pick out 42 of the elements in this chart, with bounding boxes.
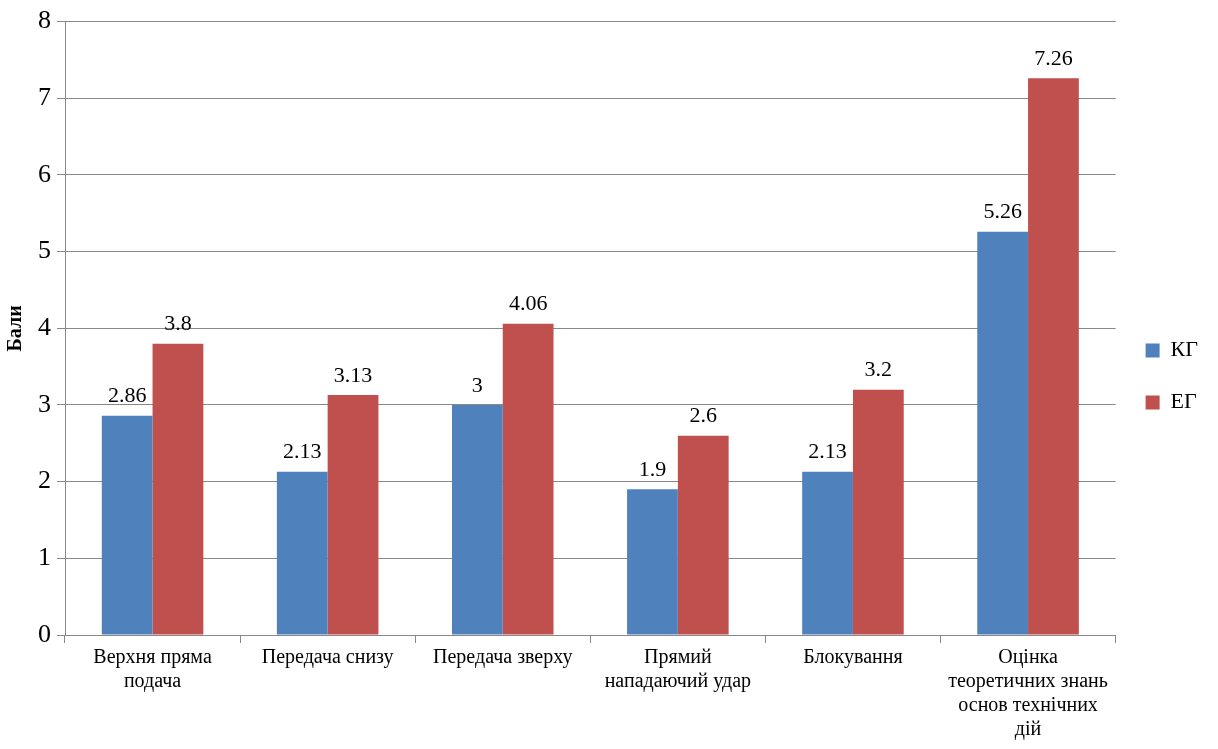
- y-tick-label: 1: [38, 542, 51, 572]
- data-label: 2.13: [808, 438, 847, 464]
- y-tick-label: 6: [38, 158, 51, 188]
- y-tick-label: 0: [38, 618, 51, 648]
- data-label: 2.6: [689, 402, 717, 428]
- bar: [451, 404, 503, 635]
- data-label: 1.9: [638, 456, 667, 482]
- x-tick-label: Прямий нападаючий удар: [604, 645, 752, 693]
- data-label: 5.26: [983, 198, 1022, 224]
- data-label: 3.13: [333, 361, 373, 387]
- y-tick-label: 5: [38, 235, 51, 265]
- data-label: 7.26: [1034, 45, 1073, 71]
- data-label: 2.86: [107, 382, 147, 408]
- data-label: 4.06: [508, 290, 548, 316]
- bar: [101, 415, 153, 635]
- bar: [327, 395, 379, 635]
- data-label: 3.2: [864, 356, 893, 382]
- y-axis-title: Бали: [3, 305, 26, 352]
- y-tick-label: 3: [38, 388, 51, 418]
- data-label: 3.8: [164, 310, 192, 336]
- bar: [502, 323, 554, 635]
- x-tick-label: Передача зверху: [433, 645, 573, 669]
- bar: [852, 389, 904, 635]
- bar: [677, 435, 729, 635]
- y-tick-label: 8: [38, 5, 51, 35]
- x-tick-label: Оцінка теоретичних знань основ технічних дій: [948, 645, 1108, 741]
- x-tick-label: Передача снизу: [261, 645, 394, 669]
- bar: [1028, 78, 1079, 635]
- y-tick-label: 7: [38, 82, 51, 112]
- bar: [977, 231, 1029, 635]
- bar: [276, 471, 328, 635]
- y-tick-label: 2: [38, 465, 51, 495]
- bar: [627, 489, 678, 635]
- data-label: 3: [471, 371, 483, 397]
- legend-label: ЕГ: [1170, 388, 1198, 414]
- data-label: 2.13: [283, 438, 322, 464]
- bar: [802, 471, 853, 635]
- x-tick-label: Блокування: [803, 645, 903, 669]
- legend-label: КГ: [1170, 336, 1199, 362]
- x-tick-label: Верхня пряма подача: [93, 645, 212, 693]
- bar: [152, 343, 204, 635]
- y-tick-label: 4: [38, 312, 51, 342]
